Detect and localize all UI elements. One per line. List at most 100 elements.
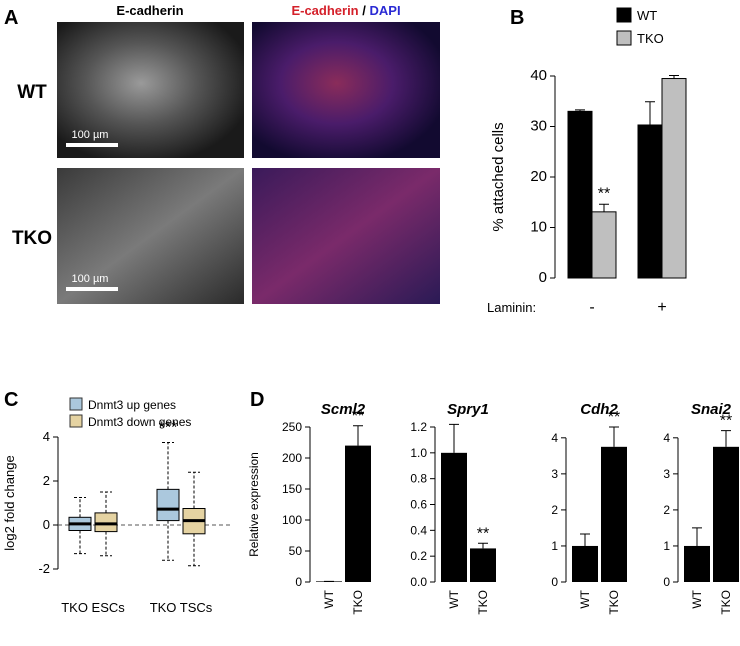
x-tick-label: TKO	[719, 590, 733, 615]
y-axis-label: % attached cells	[490, 122, 507, 231]
bar	[572, 545, 598, 582]
x-tick-label: +	[657, 299, 666, 316]
y-tick-label: 0.8	[410, 472, 427, 486]
annotation: **	[608, 409, 620, 426]
y-axis-label: log2 fold change	[2, 455, 17, 550]
error-bar	[669, 74, 679, 79]
bar	[684, 545, 710, 582]
error-bar	[721, 430, 731, 447]
legend-swatch	[616, 30, 632, 46]
y-tick-label: 0	[43, 517, 50, 532]
whisker-low	[162, 520, 174, 561]
y-tick-label: 50	[289, 544, 303, 558]
x-axis-label: Laminin:	[487, 300, 536, 315]
y-tick-label: 0	[295, 575, 302, 589]
y-tick-label: 4	[663, 431, 670, 445]
whisker-low	[74, 530, 86, 555]
bar	[567, 110, 593, 279]
x-tick-label: TKO	[351, 590, 365, 615]
whisker-low	[100, 531, 112, 557]
bar	[661, 78, 687, 279]
legend-swatch	[69, 397, 83, 411]
box	[94, 512, 118, 533]
legend-label: Dnmt3 down genes	[88, 415, 191, 429]
error-bar	[580, 533, 590, 546]
y-axis-label: Relative expression	[247, 452, 261, 557]
error-bar	[609, 426, 619, 447]
x-tick-label: TKO TSCs	[150, 600, 213, 615]
error-bar	[449, 423, 459, 453]
micrograph	[252, 22, 440, 158]
annotation: **	[477, 525, 489, 542]
column-title: E-cadherin / DAPI	[291, 3, 400, 18]
y-tick-label: -2	[38, 561, 50, 576]
panel-label: D	[250, 389, 264, 411]
legend-label: Dnmt3 up genes	[88, 398, 176, 412]
x-tick-label: WT	[690, 589, 704, 608]
y-tick-label: 20	[530, 168, 547, 185]
bar	[601, 446, 627, 582]
column-title-part: /	[362, 3, 366, 18]
whisker-low	[188, 533, 200, 567]
chart-title: Scml2	[321, 401, 366, 418]
panel-label: C	[4, 389, 18, 411]
column-title-part: DAPI	[370, 3, 401, 18]
row-label: TKO	[12, 228, 52, 249]
y-tick-label: 10	[530, 219, 547, 236]
y-tick-label: 2	[43, 473, 50, 488]
y-tick-label: 40	[530, 67, 547, 84]
y-tick-label: 0	[539, 269, 547, 286]
micrograph	[252, 168, 440, 304]
y-tick-label: 100	[282, 513, 302, 527]
y-tick-label: 0.2	[410, 549, 427, 563]
bar	[470, 548, 496, 582]
bar	[441, 452, 467, 582]
row-label: WT	[17, 82, 47, 103]
panel-label: B	[510, 7, 524, 29]
annotation: **	[720, 413, 732, 430]
error-bar	[353, 425, 363, 446]
y-tick-label: 2	[551, 503, 558, 517]
y-tick-label: 2	[663, 503, 670, 517]
legend-label: TKO	[637, 31, 664, 46]
chart-title: Spry1	[447, 401, 489, 418]
y-tick-label: 4	[551, 431, 558, 445]
micrograph	[57, 22, 244, 158]
column-title: E-cadherin	[116, 3, 183, 18]
y-tick-label: 0	[551, 575, 558, 589]
whisker-high	[162, 442, 174, 490]
bar	[637, 124, 663, 279]
bar	[591, 211, 617, 279]
x-tick-label: WT	[322, 589, 336, 608]
y-tick-label: 1	[663, 539, 670, 553]
scale-bar-label: 100 µm	[72, 129, 109, 141]
error-bar	[645, 101, 655, 125]
scale-bar	[66, 143, 118, 147]
bar	[345, 445, 371, 582]
y-tick-label: 1.2	[410, 420, 427, 434]
y-tick-label: 0.6	[410, 498, 427, 512]
column-title-part: E-cadherin	[291, 3, 358, 18]
whisker-high	[100, 491, 112, 513]
x-tick-label: TKO	[607, 590, 621, 615]
legend-label: WT	[637, 8, 657, 23]
box	[156, 488, 180, 522]
panel-label: A	[4, 7, 18, 29]
annotation: ***	[159, 420, 178, 437]
chart-title: Cdh2	[580, 401, 618, 418]
y-tick-label: 0	[663, 575, 670, 589]
x-tick-label: -	[589, 299, 594, 316]
legend-swatch	[69, 414, 83, 428]
y-tick-label: 150	[282, 482, 302, 496]
y-tick-label: 0.4	[410, 523, 427, 537]
annotation: **	[598, 185, 610, 202]
y-tick-label: 0.0	[410, 575, 427, 589]
y-tick-label: 3	[663, 467, 670, 481]
whisker-high	[188, 471, 200, 509]
y-tick-label: 30	[530, 118, 547, 135]
x-tick-label: WT	[447, 589, 461, 608]
x-tick-label: WT	[578, 589, 592, 608]
legend-swatch	[616, 7, 632, 23]
y-tick-label: 1	[551, 539, 558, 553]
